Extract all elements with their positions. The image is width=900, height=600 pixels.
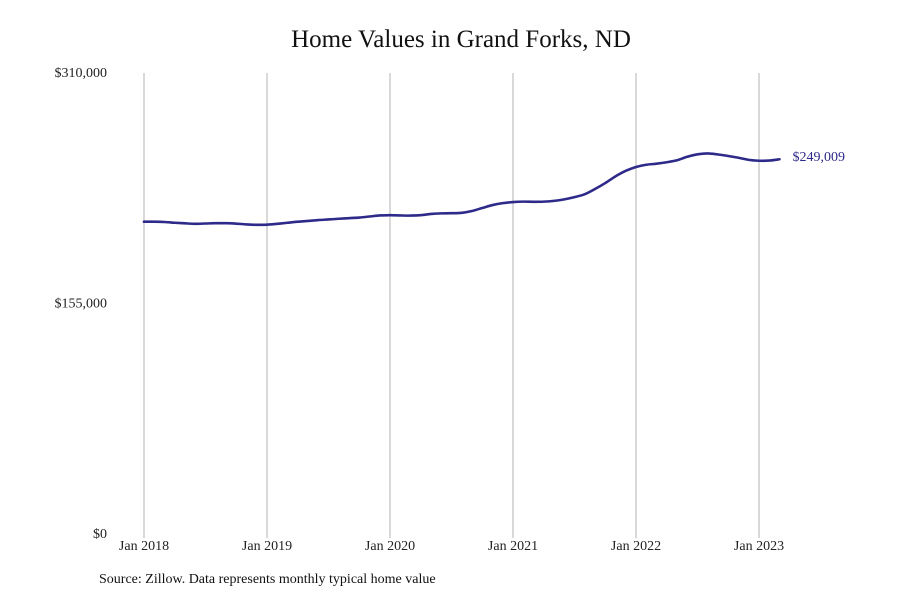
series-line	[142, 152, 781, 227]
x-axis: Jan 2018 Jan 2019 Jan 2020 Jan 2021 Jan 2022…	[119, 539, 784, 554]
end-value-label: $249,009	[793, 150, 846, 165]
chart-title: Home Values in Grand Forks, ND	[291, 26, 631, 53]
y-axis: $0 $155,000 $310,000	[55, 66, 108, 542]
x-tick-label: Jan 2019	[242, 539, 292, 554]
x-tick-label: Jan 2021	[488, 539, 538, 554]
chart-series: $249,009	[142, 150, 846, 227]
source-note: Source: Zillow. Data represents monthly …	[99, 572, 436, 587]
x-tick-label: Jan 2020	[365, 539, 415, 554]
x-tick-label: Jan 2018	[119, 539, 169, 554]
x-tick-label: Jan 2022	[611, 539, 661, 554]
y-tick-label: $155,000	[55, 297, 108, 312]
y-tick-label: $0	[93, 527, 107, 542]
y-tick-label: $310,000	[55, 66, 108, 81]
chart-grid	[143, 73, 760, 538]
x-tick-label: Jan 2023	[734, 539, 784, 554]
